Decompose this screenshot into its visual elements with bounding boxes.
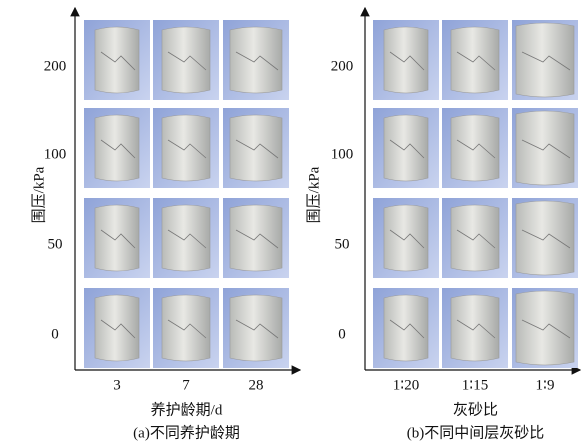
- panel-caption: (a)不同养护龄期: [133, 424, 240, 441]
- crack: [389, 229, 425, 249]
- crack: [235, 319, 279, 339]
- y-axis-label: 围压/kPa: [30, 166, 47, 223]
- y-category-label: 100: [331, 146, 354, 162]
- x-axis-label: 养护龄期/d: [151, 401, 223, 418]
- crack: [389, 139, 425, 159]
- y-category-label: 200: [331, 58, 354, 74]
- crack: [235, 51, 279, 71]
- panel-caption: (b)不同中间层灰砂比: [407, 424, 545, 441]
- crack: [521, 51, 571, 71]
- crack: [100, 229, 136, 249]
- y-category-label: 200: [44, 58, 67, 74]
- x-category-label: 1∶20: [393, 377, 419, 393]
- x-category-label: 1∶15: [462, 377, 488, 393]
- x-axis-label: 灰砂比: [453, 401, 498, 418]
- crack: [521, 319, 571, 339]
- y-category-label: 0: [51, 326, 59, 342]
- crack: [521, 139, 571, 159]
- crack: [456, 229, 496, 249]
- crack: [100, 139, 136, 159]
- x-category-label: 3: [113, 377, 121, 393]
- y-category-label: 50: [335, 236, 350, 252]
- crack: [456, 139, 496, 159]
- crack: [235, 139, 279, 159]
- x-category-label: 7: [182, 377, 190, 393]
- crack: [167, 319, 207, 339]
- crack: [100, 51, 136, 71]
- crack: [521, 229, 571, 249]
- crack: [167, 51, 207, 71]
- crack: [167, 139, 207, 159]
- y-category-label: 100: [44, 146, 67, 162]
- crack: [456, 51, 496, 71]
- crack: [389, 319, 425, 339]
- crack: [167, 229, 207, 249]
- crack: [100, 319, 136, 339]
- x-category-label: 28: [249, 377, 264, 393]
- y-category-label: 0: [338, 326, 346, 342]
- crack: [235, 229, 279, 249]
- x-category-label: 1∶9: [536, 377, 555, 393]
- crack: [456, 319, 496, 339]
- y-axis-label: 围压/kPa: [305, 166, 322, 223]
- crack: [389, 51, 425, 71]
- y-category-label: 50: [48, 236, 63, 252]
